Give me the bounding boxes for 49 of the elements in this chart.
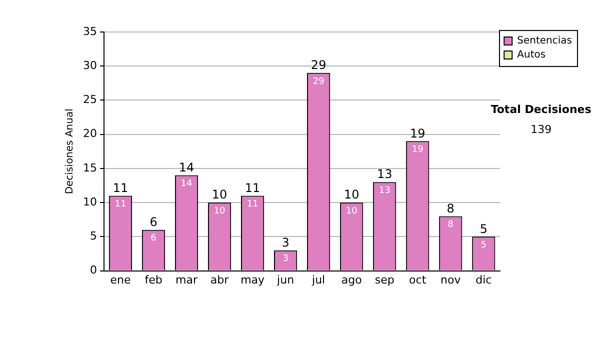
total-label: 6: [150, 214, 158, 229]
data-label: 3: [282, 254, 288, 264]
total-label: 8: [446, 201, 454, 216]
x-tick-label: ene: [110, 273, 131, 286]
data-label: 8: [448, 220, 454, 230]
total-label: 10: [212, 188, 228, 202]
x-tick-label: jul: [311, 273, 326, 286]
data-label: 14: [180, 179, 193, 190]
data-label: 10: [214, 206, 226, 216]
x-tick-label: jun: [276, 273, 294, 286]
y-tick-label: 10: [82, 195, 97, 208]
total-label: 19: [410, 126, 426, 140]
data-label: 11: [114, 200, 126, 210]
legend-label: Sentencias: [517, 36, 572, 47]
total-label: 3: [282, 235, 290, 250]
total-label: 13: [376, 167, 392, 182]
annotation: Total Decisiones: [490, 102, 592, 116]
total-label: 11: [244, 180, 260, 195]
total-label: 5: [480, 222, 488, 236]
total-label: 29: [310, 58, 326, 72]
x-tick-label: ago: [341, 273, 362, 286]
x-tick-label: sep: [374, 273, 394, 286]
legend-label: Autos: [517, 50, 546, 61]
data-label: 10: [346, 206, 358, 216]
y-tick-label: 5: [90, 230, 97, 243]
y-tick-label: 30: [82, 58, 97, 72]
data-label: 11: [246, 200, 258, 210]
data-label: 19: [412, 145, 424, 156]
data-label: 13: [378, 186, 390, 196]
total-label: 14: [178, 160, 194, 174]
x-tick-label: mar: [176, 273, 198, 286]
y-tick-label: 20: [82, 127, 97, 140]
y-tick-label: 0: [90, 264, 97, 277]
y-tick-label: 15: [82, 161, 97, 174]
text: 139: [530, 122, 552, 136]
y-axis-title: Decisiones Anual: [64, 108, 76, 194]
data-label: 5: [480, 240, 486, 251]
y-tick-label: 25: [82, 93, 97, 106]
x-tick-label: nov: [440, 273, 462, 286]
data-label: 29: [312, 76, 325, 87]
x-tick-label: feb: [144, 273, 162, 286]
x-tick-label: dic: [476, 273, 492, 286]
x-tick-label: oct: [409, 273, 427, 286]
total-label: 11: [112, 180, 128, 195]
x-tick-label: may: [240, 273, 266, 286]
x-tick-label: abr: [210, 273, 230, 286]
y-tick-label: 35: [82, 24, 97, 38]
total-label: 10: [344, 188, 360, 202]
data-label: 6: [150, 234, 157, 244]
